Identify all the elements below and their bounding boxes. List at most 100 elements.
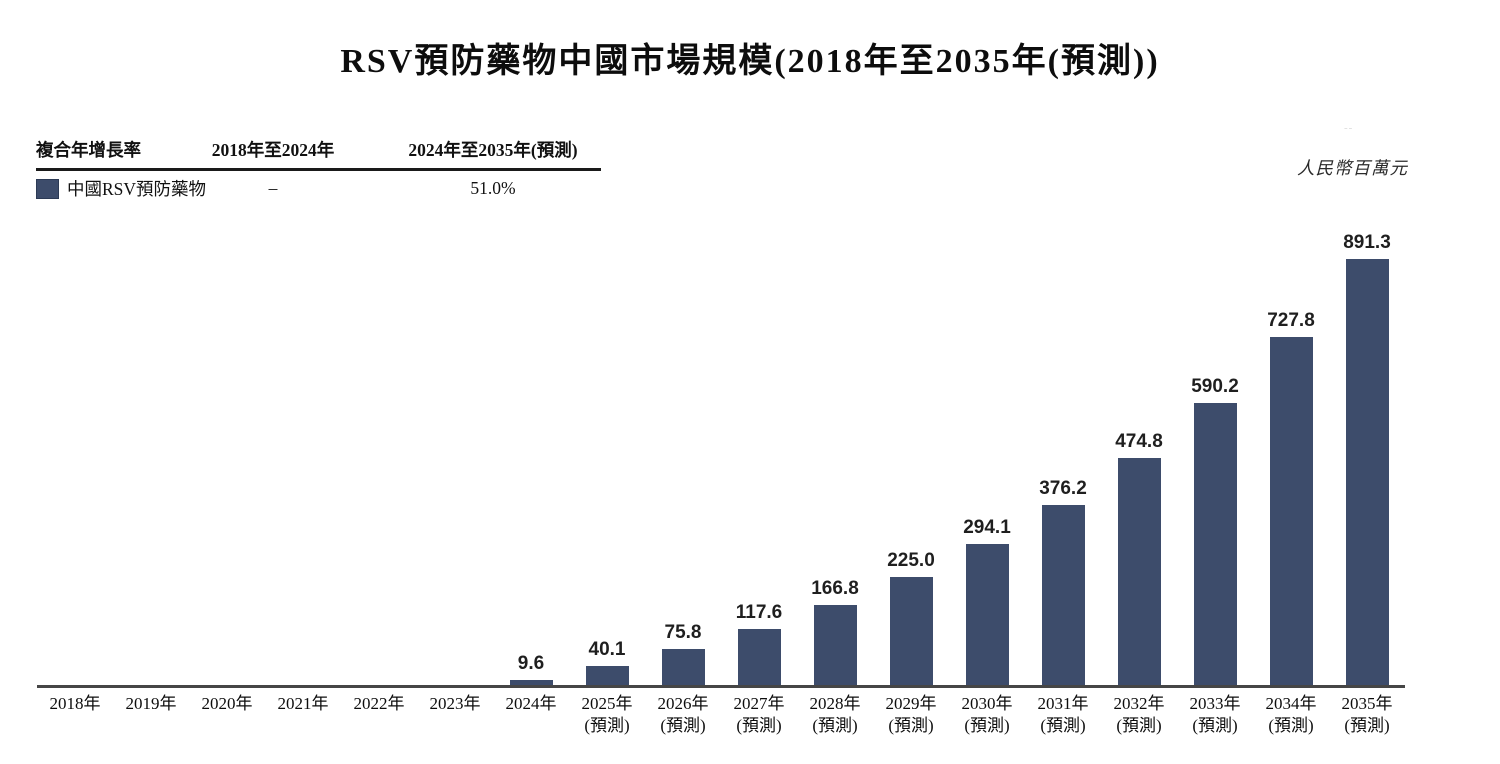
x-axis-tick-label: 2022年 [341,688,417,737]
cagr-table-row: 中國RSV預防藥物 – 51.0% [36,171,601,201]
bar-slot [265,230,341,685]
bar-slot [189,230,265,685]
bar-slot: 474.8 [1101,230,1177,685]
x-axis-forecast-note: (預測) [1040,716,1086,735]
x-axis-forecast-note: (預測) [812,716,858,735]
x-axis-year: 2020年 [201,694,253,713]
bar [737,629,781,685]
bar-value-label: 376.2 [1039,478,1087,499]
x-axis-year: 2032年 [1113,694,1165,713]
x-axis-forecast-note: (預測) [1344,716,1390,735]
x-axis-tick-label: 2026年 (預測) [645,688,721,737]
cagr-table-header: 複合年增長率 2018年至2024年 2024年至2035年(預測) [36,137,601,171]
bar [965,544,1009,685]
x-axis-forecast-note: (預測) [1116,716,1162,735]
bar-slot [113,230,189,685]
x-axis-forecast-note: (預測) [1192,716,1238,735]
legend-swatch-icon [36,178,59,199]
bar-slot: 166.8 [797,230,873,685]
cagr-header-growth-rate: 複合年增長率 [36,140,141,160]
bar-value-label: 590.2 [1191,376,1239,397]
x-axis-year: 2029年 [885,694,937,713]
bar [1345,259,1389,685]
x-axis-tick-label: 2028年 (預測) [797,688,873,737]
x-axis-year: 2018年 [49,694,101,713]
x-axis-tick-label: 2023年 [417,688,493,737]
bar-value-label: 117.6 [735,602,783,623]
bar [889,577,933,685]
x-axis-forecast-note: (預測) [1268,716,1314,735]
x-axis-forecast-note: (預測) [964,716,1010,735]
bar [1269,337,1313,685]
bar-value-label: 474.8 [1115,431,1163,452]
x-axis-tick-label: 2034年 (預測) [1253,688,1329,737]
bar-slot: 891.3 [1329,230,1405,685]
x-axis-year: 2024年 [505,694,557,713]
x-axis-tick-label: 2027年 (預測) [721,688,797,737]
x-axis-tick-label: 2021年 [265,688,341,737]
x-axis-tick-label: 2018年 [37,688,113,737]
bar-slot: 294.1 [949,230,1025,685]
x-axis-year: 2035年 [1341,694,1393,713]
x-axis-tick-label: 2019年 [113,688,189,737]
x-axis-tick-label: 2025年 (預測) [569,688,645,737]
plot-area: 9.6 40.1 75.8 117.6 166.8 225.0 294.1 376.2 474.… [37,230,1405,688]
x-axis-labels: 2018年 2019年 2020年 2021年 2022年 2023年 2024年 2025年… [37,688,1405,737]
x-axis-tick-label: 2035年 (預測) [1329,688,1405,737]
cagr-table: 複合年增長率 2018年至2024年 2024年至2035年(預測) 中國RSV… [36,137,601,201]
x-axis-year: 2022年 [353,694,405,713]
x-axis-year: 2021年 [277,694,329,713]
x-axis-tick-label: 2024年 [493,688,569,737]
bar [1117,458,1161,685]
bar-slot: 75.8 [645,230,721,685]
x-axis-forecast-note: (預測) [736,716,782,735]
x-axis-tick-label: 2031年 (預測) [1025,688,1101,737]
bar-value-label: 891.3 [1343,232,1391,253]
bar-slot: 225.0 [873,230,949,685]
x-axis-year: 2031年 [1037,694,1089,713]
bar [509,680,553,685]
x-axis-year: 2028年 [809,694,861,713]
chart-title: RSV預防藥物中國市場規模(2018年至2035年(預測)) [340,43,1160,80]
bar-slot: 590.2 [1177,230,1253,685]
bar [1041,505,1085,685]
bar-slot: 40.1 [569,230,645,685]
x-axis-tick-label: 2020年 [189,688,265,737]
x-axis-year: 2030年 [961,694,1013,713]
x-axis-forecast-note: (預測) [888,716,934,735]
x-axis-year: 2019年 [125,694,177,713]
x-axis-year: 2026年 [657,694,709,713]
cagr-value-period1: – [268,178,278,198]
bar-chart: 9.6 40.1 75.8 117.6 166.8 225.0 294.1 376.2 474.… [37,230,1405,737]
bar-value-label: 40.1 [588,639,626,660]
bar-value-label: 294.1 [963,517,1011,538]
bar-value-label: 75.8 [664,622,702,643]
x-axis-year: 2023年 [429,694,481,713]
cagr-header-period1: 2018年至2024年 [211,140,335,160]
bar-value-label: 225.0 [887,550,935,571]
bar [1193,403,1237,685]
faint-artifact-mark: -- [1344,122,1354,134]
bar-slot: 9.6 [493,230,569,685]
bar-slot [341,230,417,685]
cagr-header-period2: 2024年至2035年(預測) [408,140,578,160]
x-axis-forecast-note: (預測) [584,716,630,735]
bar [585,666,629,685]
x-axis-tick-label: 2030年 (預測) [949,688,1025,737]
legend-item: 中國RSV預防藥物 [36,176,211,201]
x-axis-tick-label: 2033年 (預測) [1177,688,1253,737]
bar-slot [37,230,113,685]
x-axis-year: 2027年 [733,694,785,713]
x-axis-tick-label: 2029年 (預測) [873,688,949,737]
series-label: 中國RSV預防藥物 [67,179,207,199]
x-axis-year: 2025年 [581,694,633,713]
bar-slot: 376.2 [1025,230,1101,685]
unit-label: 人民幣百萬元 [1297,158,1408,178]
bar-value-label: 727.8 [1267,310,1315,331]
bar-slot: 117.6 [721,230,797,685]
bar-slot [417,230,493,685]
x-axis-year: 2033年 [1189,694,1241,713]
bar-value-label: 166.8 [811,578,859,599]
x-axis-forecast-note: (預測) [660,716,706,735]
